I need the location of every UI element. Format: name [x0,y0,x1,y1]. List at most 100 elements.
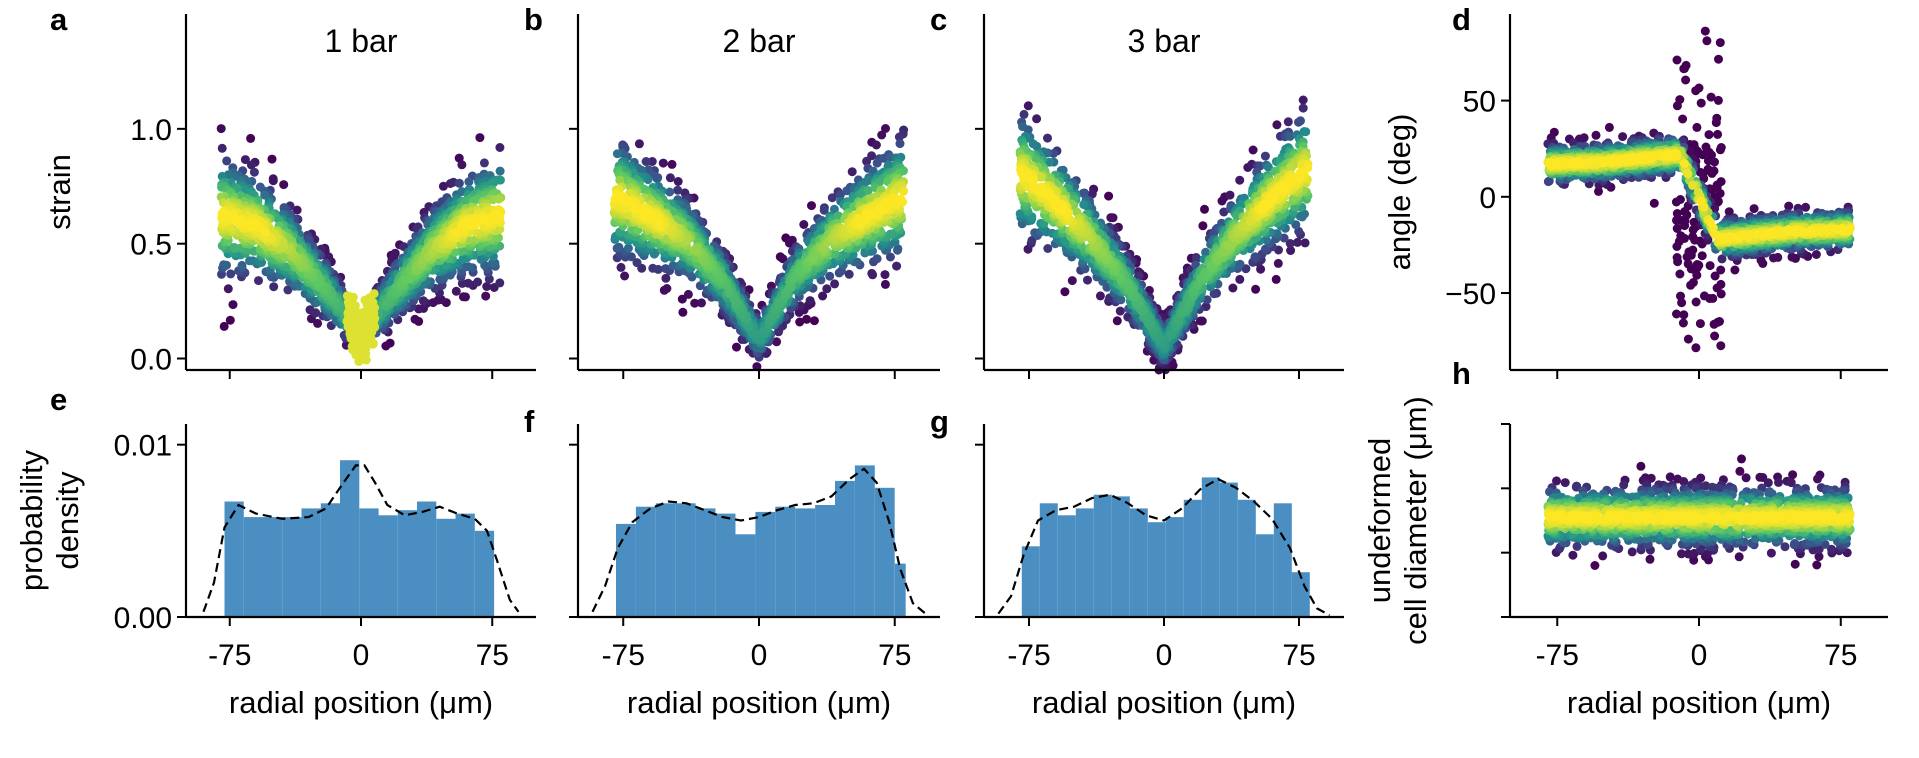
scatter-point [1680,233,1689,243]
scatter-point [1672,253,1682,262]
scatter-point [1115,306,1125,316]
scatter-point [1248,145,1258,155]
scatter-point [1032,114,1042,124]
scatter-point [895,139,905,149]
scatter-point [348,292,358,302]
scatter-point [872,254,882,264]
scatter-point [1697,251,1707,261]
scatter-point [1298,95,1308,105]
scatter-point [363,311,373,321]
scatter-point [495,166,505,176]
y-tick-label: 1.0 [130,114,172,147]
scatter-point [1104,191,1114,201]
scatter-point [475,133,485,143]
scatter-point [464,177,474,187]
scatter-point [673,177,683,186]
scatter-point [1022,173,1032,183]
scatter-point [494,194,504,204]
scatter-point [858,216,868,226]
scatter-point [1060,287,1070,297]
scatter-point [658,158,668,168]
scatter-point [620,197,630,207]
scatter-point [633,204,643,213]
scatter-point [1112,316,1122,326]
scatter-point [1083,275,1092,285]
scatter-point [867,268,877,278]
scatter-point [1801,202,1811,212]
scatter-point [678,307,688,317]
scatter-point [403,274,413,284]
panel-label: a [50,2,68,37]
scatter-point [1296,116,1305,126]
scatter-point [217,143,227,153]
scatter-point [871,140,881,150]
scatter-point [267,154,277,164]
scatter-point [634,139,644,149]
scatter-point [484,214,494,224]
scatter-point [495,278,505,288]
scatter-point [689,245,699,255]
scatter-point [283,285,293,295]
scatter-point [1714,54,1723,64]
scatter-point [1679,310,1689,320]
scatter-point [1715,317,1724,326]
scatter-point [1678,114,1688,124]
scatter-point [1106,213,1116,223]
scatter-point [219,321,229,331]
scatter-point [1047,194,1057,203]
scatter-point [241,218,251,227]
scatter-point [1692,122,1702,132]
scatter-point [465,219,474,228]
scatter-point [1618,132,1628,142]
scatter-point [457,160,467,170]
scatter-point [652,174,662,184]
scatter-point [807,201,816,211]
scatter-point [1715,38,1725,48]
scatter-point [830,279,840,289]
scatter-point [495,175,505,185]
scatter-point [479,158,489,168]
scatter-point [344,301,354,311]
scatter-point [683,289,693,299]
scatter-point [292,205,302,215]
scatter-point [1716,265,1726,275]
scatter-point [1702,36,1712,46]
scatter-point [381,341,391,351]
scatter-point [614,242,624,252]
scatter-point [1730,265,1740,275]
scatter-point [1079,200,1089,210]
scatter-point [1672,101,1682,111]
scatter-point [216,124,226,134]
scatter-point [1704,130,1714,140]
scatter-point [223,284,233,294]
scatter-point [899,186,909,196]
scatter-point [473,277,483,287]
scatter-point [822,284,832,294]
scatter-point [458,254,468,264]
scatter-point [418,296,428,306]
scatter-point [1675,269,1685,279]
scatter-point [254,222,264,232]
scatter-point [1057,204,1067,214]
scatter-point [844,269,854,279]
scatter-point [887,197,896,207]
scatter-point [1675,195,1685,204]
scatter-point [1019,109,1029,119]
scatter-point [481,291,491,301]
scatter-point [1696,98,1706,108]
scatter-point [313,318,323,328]
scatter-point [1691,86,1701,96]
scatter-point [847,167,857,177]
scatter-point [1710,331,1720,341]
scatter-point [268,176,278,186]
scatter-point [827,193,837,203]
scatter-point [451,227,461,237]
scatter-point [1198,221,1208,231]
scatter-point [1295,167,1305,177]
scatter-point [1713,129,1723,139]
scatter-point [1705,261,1715,271]
